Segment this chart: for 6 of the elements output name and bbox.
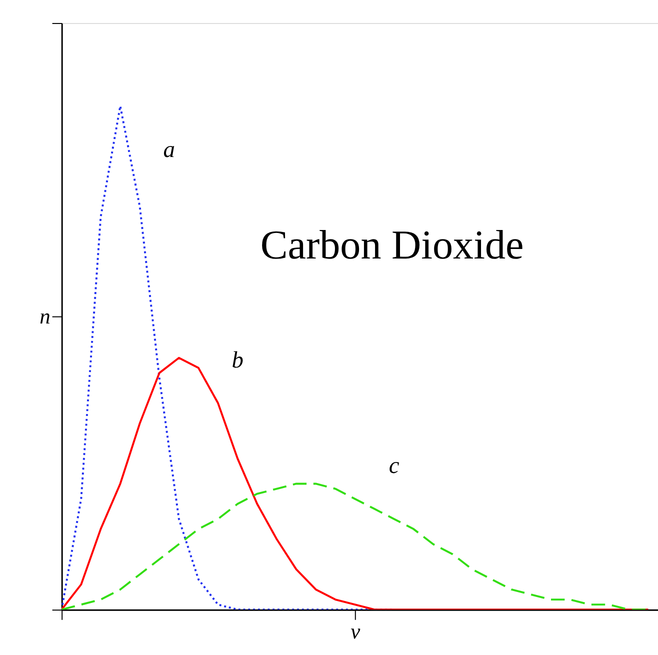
y-axis-title: n: [40, 304, 50, 329]
series-label: b: [232, 348, 244, 374]
series-label: a: [163, 136, 176, 163]
x-axis-title: v: [350, 619, 361, 644]
text: Carbon Dioxide: [260, 222, 524, 268]
series-label: c: [388, 452, 400, 479]
